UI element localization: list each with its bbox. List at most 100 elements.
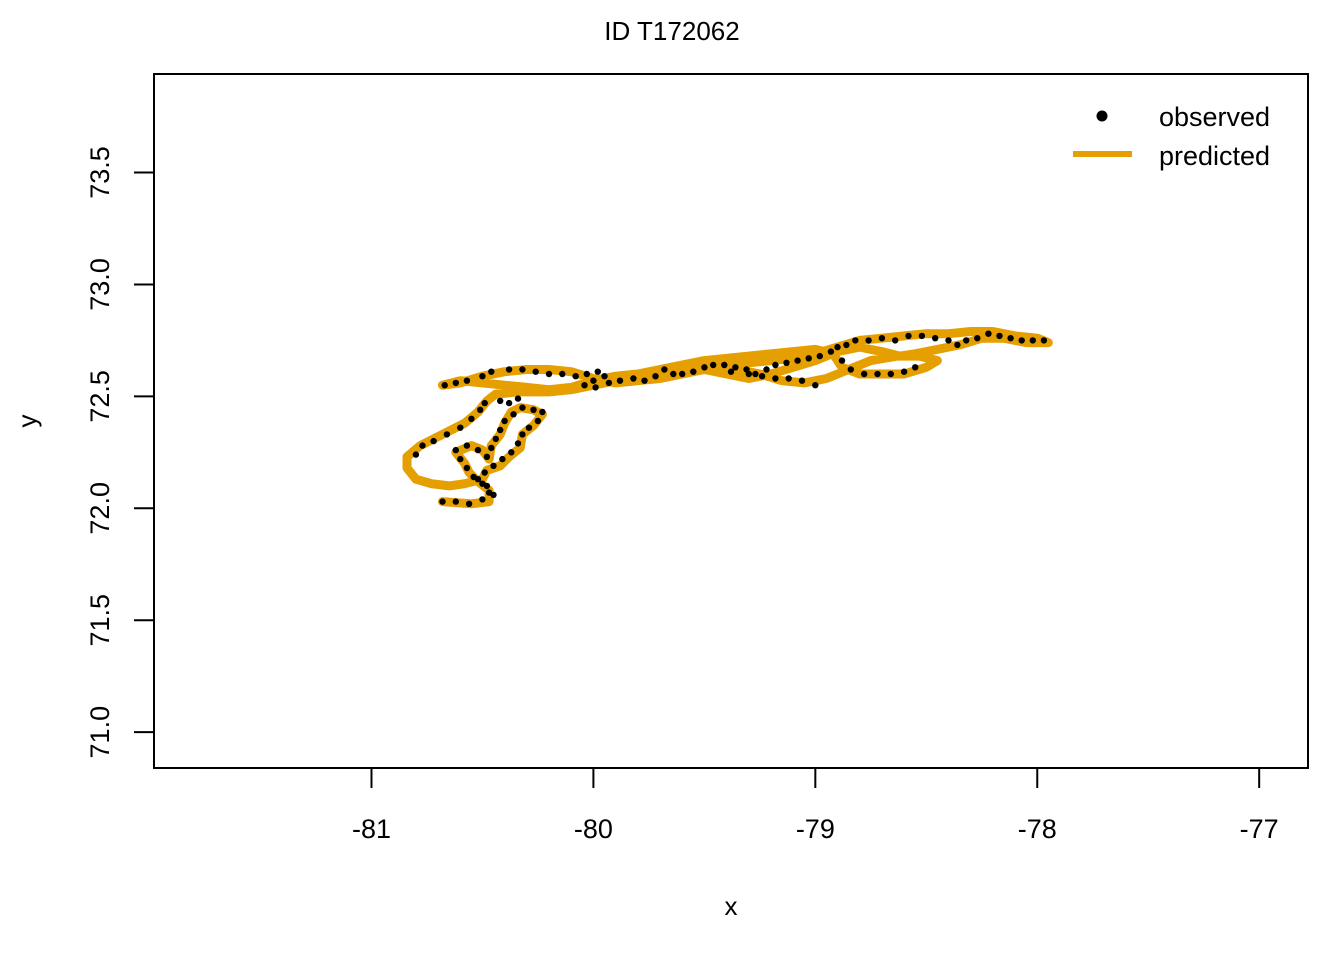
x-tick-label: -80 bbox=[574, 814, 613, 844]
observed-point bbox=[479, 496, 486, 503]
observed-point bbox=[483, 482, 491, 490]
observed-point bbox=[834, 343, 841, 351]
observed-point bbox=[532, 368, 539, 375]
observed-point bbox=[430, 437, 437, 445]
observed-point bbox=[452, 446, 459, 454]
y-tick-label: 72.5 bbox=[85, 370, 115, 423]
observed-point bbox=[783, 359, 790, 366]
observed-point bbox=[605, 379, 613, 387]
legend: observed predicted bbox=[1073, 102, 1270, 171]
observed-point bbox=[463, 464, 471, 472]
observed-point bbox=[477, 406, 484, 413]
observed-point bbox=[483, 453, 491, 460]
observed-point bbox=[865, 337, 872, 344]
observed-point bbox=[581, 382, 588, 389]
observed-point bbox=[490, 491, 497, 499]
observed-point bbox=[594, 368, 601, 375]
observed-point bbox=[816, 352, 823, 360]
x-tick-label: -77 bbox=[1240, 814, 1279, 844]
observed-point bbox=[974, 335, 981, 342]
observed-point bbox=[745, 370, 752, 378]
observed-point bbox=[525, 424, 533, 431]
observed-point bbox=[798, 377, 806, 384]
observed-point bbox=[457, 424, 464, 431]
observed-point bbox=[690, 368, 697, 375]
observed-point bbox=[505, 366, 513, 373]
observed-point bbox=[474, 446, 482, 454]
x-axis: -81 -80 -79 -78 -77 bbox=[352, 767, 1279, 844]
observed-point bbox=[601, 373, 608, 380]
observed-point bbox=[492, 435, 499, 443]
observed-point bbox=[452, 498, 459, 505]
observed-point bbox=[710, 361, 717, 369]
predicted-track-line bbox=[402, 327, 1053, 509]
observed-point bbox=[452, 379, 459, 387]
observed-point bbox=[887, 370, 894, 378]
observed-point bbox=[474, 476, 482, 483]
observed-point bbox=[721, 361, 728, 369]
observed-point bbox=[519, 431, 526, 438]
observed-point bbox=[441, 382, 448, 389]
observed-point bbox=[481, 399, 488, 407]
observed-point bbox=[505, 399, 513, 407]
observed-point bbox=[661, 366, 668, 373]
observed-point bbox=[419, 442, 426, 449]
observed-point bbox=[785, 375, 792, 382]
observed-point bbox=[892, 337, 899, 344]
observed-point bbox=[861, 370, 868, 378]
legend-observed-label: observed bbox=[1159, 102, 1270, 132]
observed-point bbox=[510, 411, 517, 418]
observed-point bbox=[772, 361, 779, 369]
observed-point bbox=[752, 370, 759, 378]
y-tick-label: 73.0 bbox=[85, 258, 115, 311]
observed-point bbox=[539, 408, 546, 416]
observed-point bbox=[827, 348, 835, 355]
observed-point bbox=[772, 375, 779, 382]
observed-point bbox=[945, 337, 952, 344]
observed-point bbox=[847, 366, 854, 373]
observed-point bbox=[852, 337, 859, 344]
observed-point bbox=[534, 417, 542, 425]
predicted-series bbox=[402, 327, 1053, 509]
observed-point bbox=[479, 373, 486, 380]
observed-point bbox=[488, 444, 495, 452]
observed-point bbox=[652, 373, 659, 380]
observed-point bbox=[679, 370, 686, 378]
observed-point bbox=[514, 395, 522, 402]
x-tick-label: -79 bbox=[796, 814, 835, 844]
observed-point bbox=[519, 366, 526, 373]
observed-point bbox=[443, 431, 451, 438]
observed-point bbox=[457, 455, 464, 463]
observed-point bbox=[465, 500, 473, 507]
observed-point bbox=[670, 370, 677, 378]
observed-point bbox=[501, 417, 508, 425]
observed-point bbox=[514, 440, 522, 447]
observed-point bbox=[812, 382, 819, 389]
observed-point bbox=[488, 368, 495, 375]
y-axis: 71.0 71.5 72.0 72.5 73.0 73.5 bbox=[85, 146, 155, 758]
observed-point bbox=[794, 357, 801, 364]
observed-point bbox=[763, 366, 770, 373]
observed-point bbox=[592, 384, 599, 391]
observed-point bbox=[996, 332, 1003, 340]
observed-point bbox=[481, 469, 488, 476]
observed-point bbox=[900, 368, 908, 375]
observed-point bbox=[616, 377, 624, 384]
observed-point bbox=[732, 364, 739, 371]
observed-point bbox=[985, 330, 992, 337]
observed-series bbox=[412, 330, 1048, 507]
observed-point bbox=[963, 337, 970, 344]
observed-point bbox=[499, 455, 506, 463]
y-axis-label: y bbox=[12, 415, 42, 428]
observed-point bbox=[758, 373, 766, 380]
observed-point bbox=[590, 377, 597, 384]
observed-point bbox=[932, 335, 939, 342]
observed-point bbox=[918, 332, 926, 340]
observed-point bbox=[912, 364, 919, 371]
observed-point bbox=[497, 426, 504, 434]
observed-point bbox=[530, 406, 537, 413]
observed-point bbox=[630, 375, 637, 382]
observed-point bbox=[727, 368, 735, 375]
observed-point bbox=[490, 462, 497, 469]
